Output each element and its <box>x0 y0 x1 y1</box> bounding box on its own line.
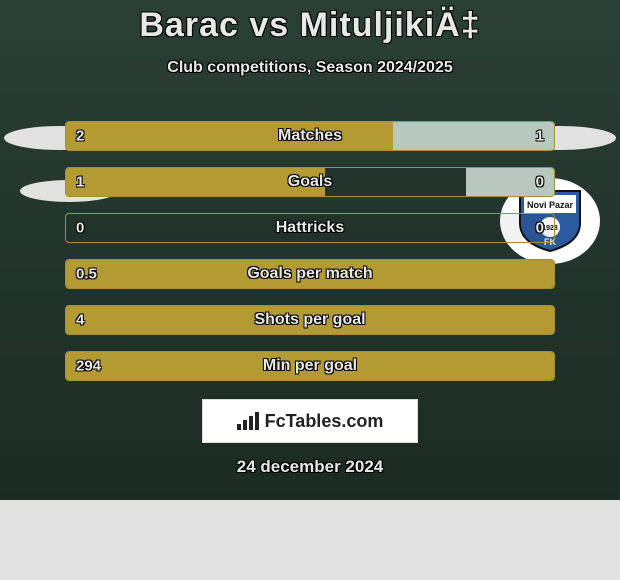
bar-left <box>66 260 554 288</box>
stat-value-left: 0.5 <box>76 266 97 283</box>
stat-row: 0.5Goals per match <box>65 259 555 289</box>
stats-rows: 21Matches10Goals00Hattricks0.5Goals per … <box>65 121 555 381</box>
stat-value-right: 0 <box>536 174 544 191</box>
stat-value-left: 1 <box>76 174 84 191</box>
subtitle: Club competitions, Season 2024/2025 <box>0 59 620 77</box>
stat-row: 4Shots per goal <box>65 305 555 335</box>
date-text: 24 december 2024 <box>0 457 620 477</box>
stat-row: 10Goals <box>65 167 555 197</box>
stat-row: 21Matches <box>65 121 555 151</box>
stat-value-left: 294 <box>76 358 101 375</box>
comparison-stage: Barac vs MituljikiÄ‡ Club competitions, … <box>0 0 620 500</box>
stat-value-left: 4 <box>76 312 84 329</box>
page-title: Barac vs MituljikiÄ‡ <box>0 6 620 45</box>
bar-left <box>66 352 554 380</box>
stat-value-right: 1 <box>536 128 544 145</box>
brand-text: FcTables.com <box>265 411 384 432</box>
stat-value-left: 2 <box>76 128 84 145</box>
stat-value-left: 0 <box>76 220 84 237</box>
brand-badge: FcTables.com <box>202 399 418 443</box>
stat-row: 0 0Hattricks <box>65 213 555 243</box>
stat-row: 294Min per goal <box>65 351 555 381</box>
bar-left <box>66 168 325 196</box>
bar-left <box>66 122 393 150</box>
bar-left <box>66 306 554 334</box>
bar-right <box>393 122 554 150</box>
stat-value-right: 0 <box>536 220 544 237</box>
stat-label: Hattricks <box>66 219 554 237</box>
bars-icon <box>237 412 259 430</box>
